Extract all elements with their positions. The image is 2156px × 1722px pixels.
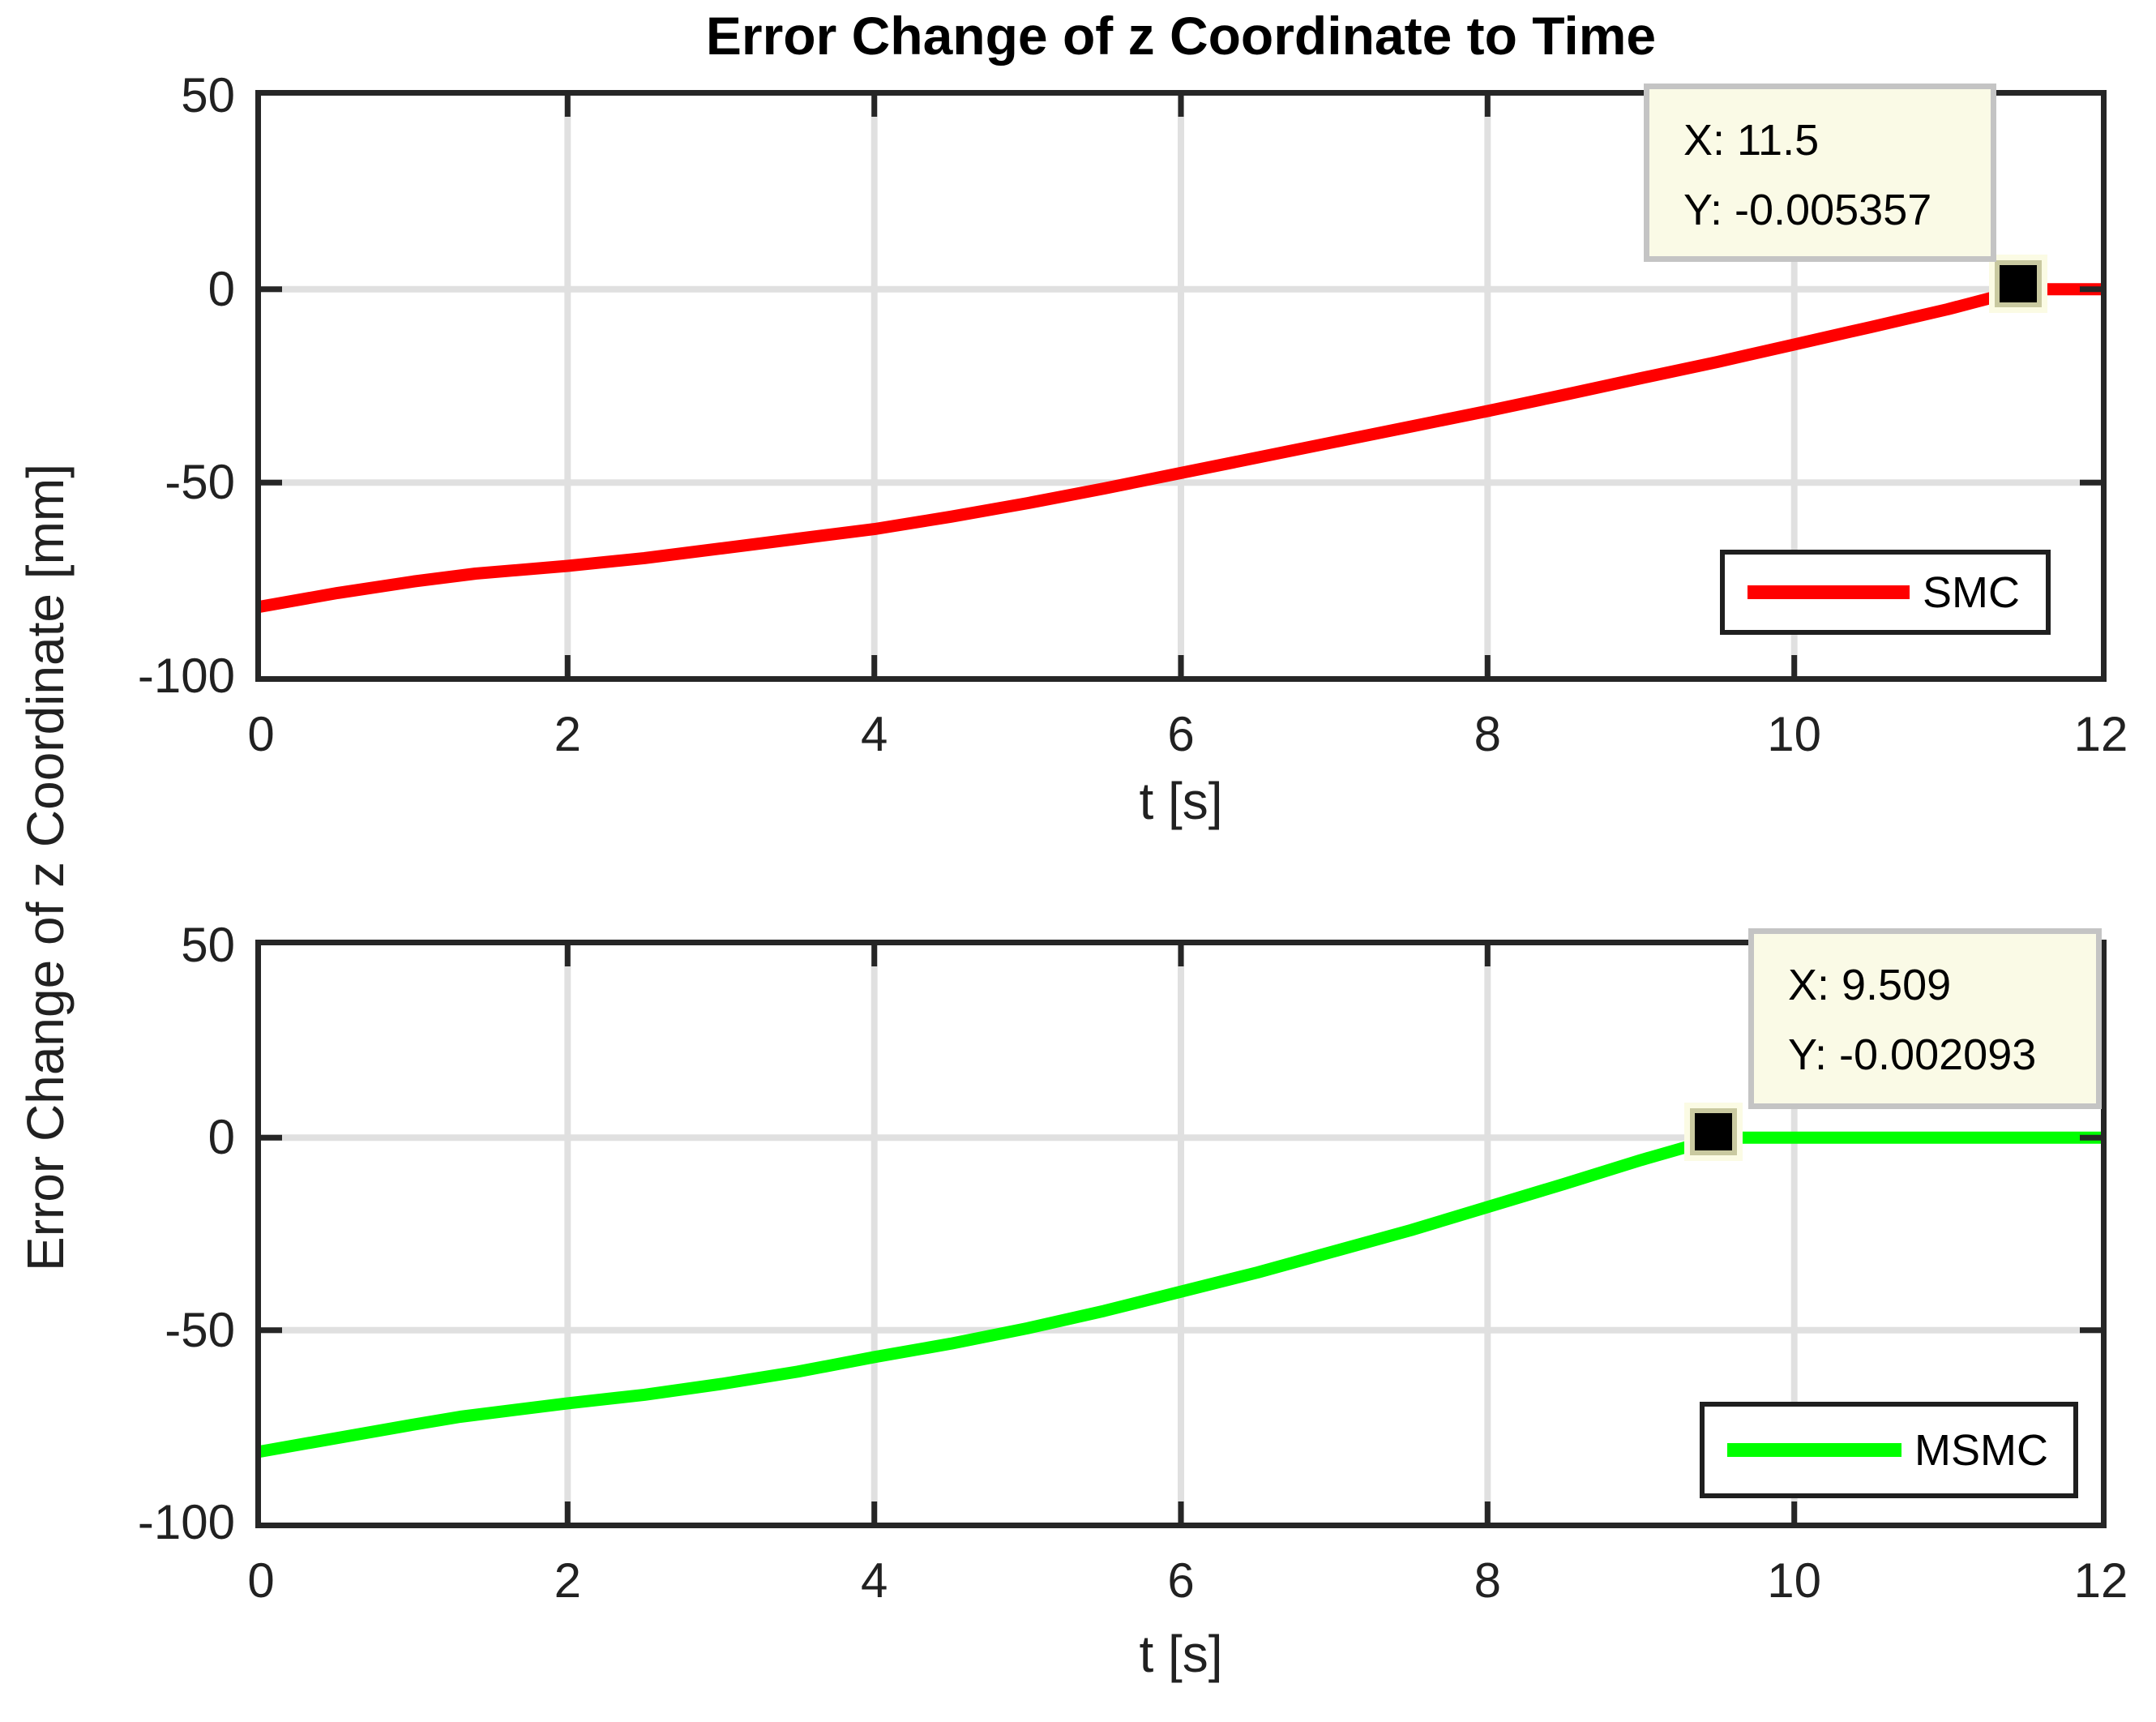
x-tick-label: 2 — [554, 1553, 582, 1608]
legend-msmc[interactable]: MSMC — [1700, 1402, 2078, 1498]
data-tip-y-value: Y: -0.002093 — [1788, 1030, 2037, 1079]
data-tip-marker-smc[interactable] — [1989, 254, 2048, 313]
legend-smc[interactable]: SMC — [1720, 550, 2051, 635]
x-tick-label: 12 — [2073, 707, 2128, 761]
x-tick-label: 8 — [1474, 707, 1502, 761]
y-tick-label: -100 — [137, 649, 235, 703]
data-tip-msmc[interactable]: X: 9.509 Y: -0.002093 — [1748, 928, 2102, 1109]
x-tick-label: 2 — [554, 707, 582, 761]
x-tick-label: 6 — [1167, 707, 1195, 761]
data-tip-marker-msmc[interactable] — [1683, 1103, 1743, 1162]
chart-title: Error Change of z Coordinate to Time — [705, 6, 1657, 66]
data-tip-y-value: Y: -0.005357 — [1683, 186, 1932, 234]
x-tick-label: 0 — [247, 1553, 275, 1608]
y-tick-label: 0 — [207, 1110, 235, 1165]
top-x-axis-label: t [s] — [1139, 772, 1223, 830]
y-tick-label: 50 — [181, 918, 235, 972]
y-tick-label: 0 — [207, 261, 235, 316]
legend-label: MSMC — [1914, 1425, 2048, 1475]
x-tick-label: 4 — [860, 707, 888, 761]
legend-label: SMC — [1923, 568, 2020, 617]
data-tip-smc[interactable]: X: 11.5 Y: -0.005357 — [1644, 84, 1996, 262]
x-tick-label: 4 — [860, 1553, 888, 1608]
y-tick-label: -100 — [137, 1495, 235, 1549]
bottom-x-axis-label: t [s] — [1139, 1625, 1223, 1683]
y-tick-label: -50 — [165, 455, 235, 510]
x-tick-label: 0 — [247, 707, 275, 761]
y-tick-label: -50 — [165, 1302, 235, 1357]
x-tick-label: 12 — [2073, 1553, 2128, 1608]
y-tick-label: 50 — [181, 68, 235, 122]
legend-line-sample — [1747, 585, 1910, 599]
legend-line-sample — [1727, 1443, 1901, 1457]
x-tick-label: 10 — [1767, 707, 1822, 761]
x-tick-label: 6 — [1167, 1553, 1195, 1608]
x-tick-label: 8 — [1474, 1553, 1502, 1608]
x-tick-label: 10 — [1767, 1553, 1822, 1608]
data-tip-x-value: X: 11.5 — [1683, 116, 1820, 165]
data-tip-x-value: X: 9.509 — [1788, 961, 1952, 1009]
